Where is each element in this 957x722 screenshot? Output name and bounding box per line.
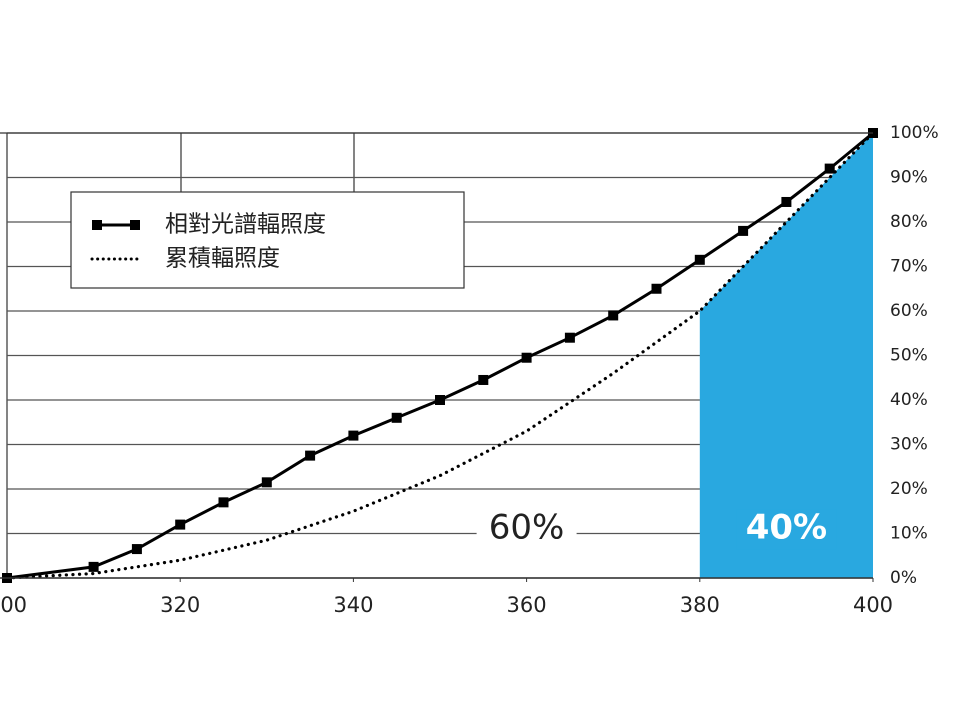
y-tick-label: 100% bbox=[890, 123, 939, 143]
y-tick-label: 30% bbox=[890, 435, 928, 455]
marker bbox=[694, 254, 705, 265]
label-bg bbox=[476, 509, 577, 550]
x-tick-label: 300 bbox=[0, 593, 27, 617]
x-tick-label: 400 bbox=[853, 593, 893, 617]
label-bg bbox=[736, 509, 837, 550]
y-tick-label: 60% bbox=[890, 301, 928, 321]
y-tick-label: 80% bbox=[890, 212, 928, 232]
legend-label: 相對光譜輻照度 bbox=[165, 212, 326, 238]
marker bbox=[261, 477, 272, 488]
series-line bbox=[6, 131, 874, 580]
marker bbox=[564, 332, 575, 343]
series-line bbox=[5, 131, 875, 580]
y-tick-label: 70% bbox=[890, 257, 928, 277]
x-tick-label: 340 bbox=[333, 593, 373, 617]
annotation: 60% bbox=[489, 508, 565, 548]
marker bbox=[781, 196, 792, 207]
marker bbox=[131, 544, 142, 555]
highlight-area bbox=[699, 133, 873, 578]
marker bbox=[391, 412, 402, 423]
marker bbox=[435, 395, 445, 405]
marker bbox=[478, 374, 489, 385]
annotation: 40% bbox=[746, 508, 827, 548]
marker bbox=[88, 561, 99, 572]
legend-label: 累積輻照度 bbox=[165, 246, 280, 272]
marker bbox=[218, 497, 229, 508]
y-tick-label: 20% bbox=[890, 479, 928, 499]
marker bbox=[348, 430, 359, 441]
legend-box bbox=[70, 191, 465, 289]
legend-swatch bbox=[130, 220, 140, 230]
x-tick-label: 360 bbox=[507, 593, 547, 617]
marker bbox=[651, 283, 662, 294]
marker bbox=[175, 519, 186, 530]
marker bbox=[824, 163, 835, 174]
y-tick-label: 90% bbox=[890, 168, 928, 188]
legend-swatch bbox=[92, 220, 102, 230]
y-tick-label: 0% bbox=[890, 568, 917, 588]
marker bbox=[738, 225, 749, 236]
x-tick-label: 320 bbox=[160, 593, 200, 617]
y-tick-label: 50% bbox=[890, 346, 928, 366]
y-tick-label: 10% bbox=[890, 524, 928, 544]
marker bbox=[608, 310, 619, 321]
marker bbox=[521, 352, 532, 363]
y-tick-label: 40% bbox=[890, 390, 928, 410]
marker bbox=[305, 450, 316, 461]
x-tick-label: 380 bbox=[680, 593, 720, 617]
